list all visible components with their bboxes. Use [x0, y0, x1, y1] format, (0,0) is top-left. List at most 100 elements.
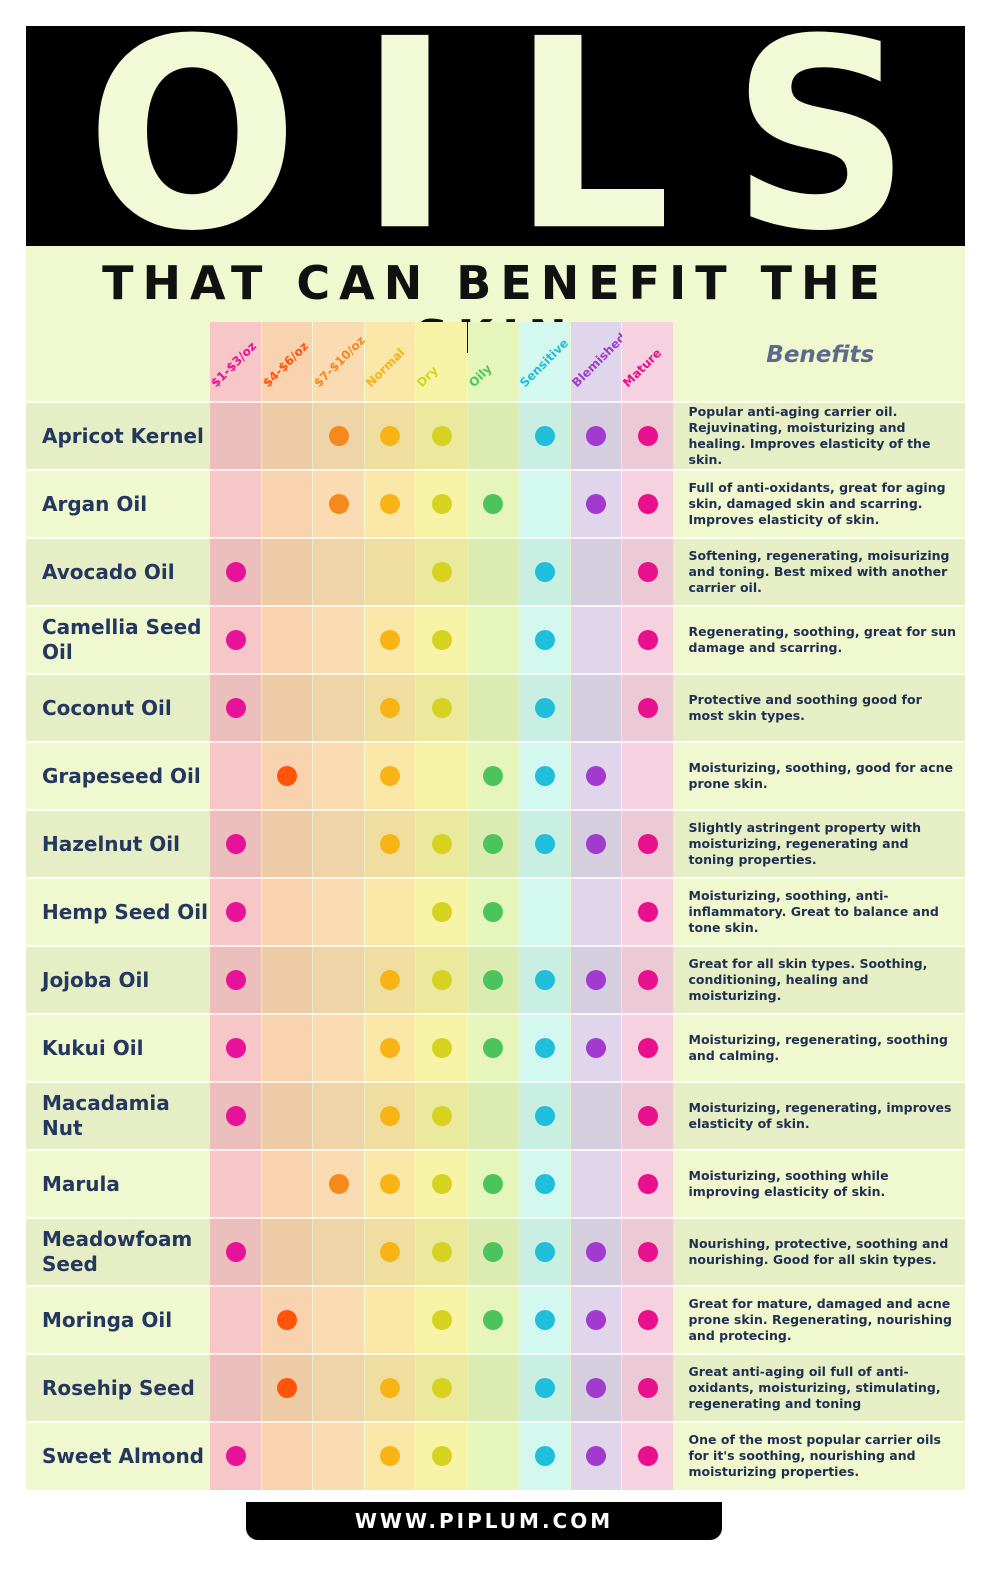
benefits-text: Moisturizing, soothing, good for acne pr… — [688, 760, 954, 791]
dot — [586, 1242, 607, 1262]
dot — [534, 1038, 555, 1058]
dot — [534, 970, 555, 990]
dot — [534, 1446, 555, 1466]
row-shade — [26, 1083, 965, 1149]
row-divider — [26, 469, 965, 471]
row-divider — [26, 877, 965, 879]
row-shade — [26, 675, 965, 741]
benefits-text: Nourishing, protective, soothing and nou… — [688, 1236, 949, 1267]
row-shade — [26, 539, 965, 605]
dot — [637, 1310, 658, 1330]
dot — [431, 1378, 452, 1398]
dot — [277, 1310, 298, 1330]
subtitle: THAT CAN BENEFIT THE SKIN — [102, 256, 889, 364]
dot — [586, 1446, 607, 1466]
row-divider — [26, 605, 965, 607]
dot — [328, 1174, 349, 1194]
oil-name: Moringa Oil — [42, 1307, 173, 1332]
oil-name: Hazelnut Oil — [42, 831, 181, 856]
dot — [483, 1310, 504, 1330]
row-divider — [26, 741, 965, 743]
dot — [637, 902, 658, 922]
benefits-text: Moisturizing, soothing while improving e… — [688, 1168, 889, 1199]
dot — [637, 494, 658, 514]
dot — [637, 1038, 658, 1058]
dot — [431, 1106, 452, 1126]
oil-name: Apricot Kernel — [42, 423, 204, 448]
dot — [380, 1038, 401, 1058]
row-shade — [26, 403, 965, 469]
oil-name: Marula — [42, 1171, 120, 1196]
dot — [225, 562, 246, 582]
dot — [483, 902, 504, 922]
oil-name: Sweet Almond — [42, 1443, 205, 1468]
dot — [534, 1106, 555, 1126]
benefits-text: Slightly astringent property with moistu… — [688, 820, 922, 867]
title: OILS — [86, 0, 971, 289]
dot — [225, 834, 246, 854]
dot — [534, 766, 555, 786]
benefits-text: Great anti-aging oil full of anti-oxidan… — [688, 1364, 941, 1411]
dot — [431, 1242, 452, 1262]
row-divider — [26, 1421, 965, 1423]
dot — [586, 834, 607, 854]
dot — [431, 970, 452, 990]
oil-name: Kukui Oil — [42, 1035, 144, 1060]
column-band — [261, 322, 312, 1490]
benefits-text: Great for mature, damaged and acne prone… — [688, 1296, 952, 1343]
column-band — [519, 322, 570, 1490]
oil-name: Coconut Oil — [42, 695, 172, 720]
benefits-text: Softening, regenerating, moisurizing and… — [688, 548, 950, 595]
dot — [431, 494, 452, 514]
oil-name: Hemp Seed Oil — [42, 899, 208, 924]
dot — [225, 1038, 246, 1058]
row-divider — [26, 401, 965, 403]
row-divider — [26, 1081, 965, 1083]
dot — [637, 698, 658, 718]
oil-name: Grapeseed Oil — [42, 763, 201, 788]
oil-name: Avocado Oil — [42, 559, 175, 584]
dot — [637, 1106, 658, 1126]
benefits-text: Protective and soothing good for most sk… — [688, 692, 922, 723]
dot — [637, 426, 658, 446]
dot — [534, 1310, 555, 1330]
dot — [431, 1038, 452, 1058]
dot — [586, 1378, 607, 1398]
dot — [225, 630, 246, 650]
dot — [380, 766, 401, 786]
dot — [380, 698, 401, 718]
dot — [431, 698, 452, 718]
oil-name: Jojoba Oil — [42, 967, 150, 992]
column-band — [364, 322, 415, 1490]
dot — [534, 698, 555, 718]
dot — [637, 1378, 658, 1398]
benefits-text: Great for all skin types. Soothing, cond… — [688, 956, 928, 1003]
dot — [586, 1038, 607, 1058]
dot — [328, 426, 349, 446]
oil-name: Macadamia Nut — [42, 1091, 170, 1140]
footer: WWW.PIPLUM.COM — [246, 1502, 722, 1540]
dot — [380, 630, 401, 650]
oil-name: Rosehip Seed — [42, 1375, 195, 1400]
dot — [380, 1446, 401, 1466]
dot — [380, 1242, 401, 1262]
row-shade — [26, 1355, 965, 1421]
dot — [225, 970, 246, 990]
dot — [534, 630, 555, 650]
row-divider — [26, 1013, 965, 1015]
dot — [225, 1106, 246, 1126]
dot — [637, 630, 658, 650]
dot — [483, 834, 504, 854]
row-divider — [26, 809, 965, 811]
benefits-text: Full of anti-oxidants, great for aging s… — [688, 480, 946, 527]
dot — [637, 834, 658, 854]
oil-name: Meadowfoam Seed — [42, 1227, 193, 1276]
dot — [225, 902, 246, 922]
dot — [586, 1310, 607, 1330]
benefits-header: Benefits — [766, 342, 875, 368]
dot — [483, 1038, 504, 1058]
row-divider — [26, 1217, 965, 1219]
dot — [534, 1242, 555, 1262]
dot — [225, 1242, 246, 1262]
